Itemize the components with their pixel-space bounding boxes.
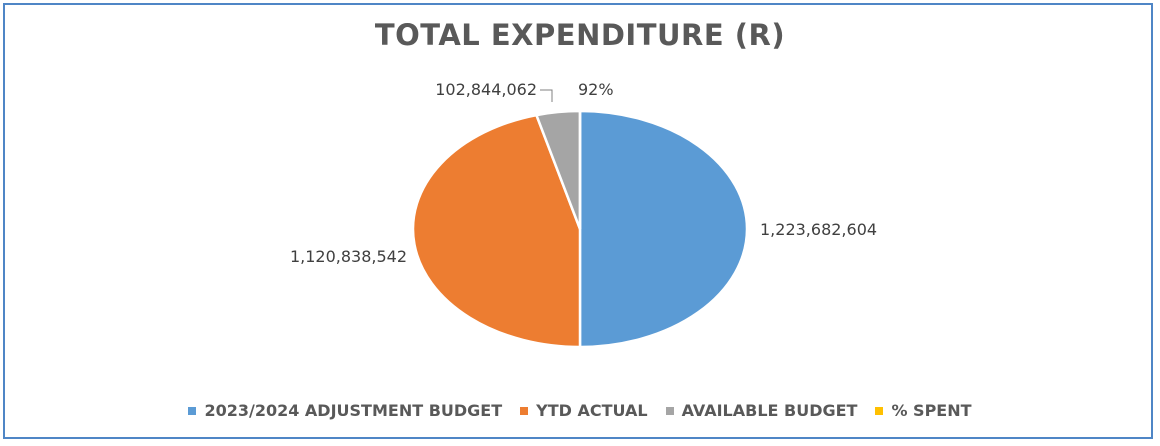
legend-item-3: AVAILABLE BUDGET — [665, 401, 858, 420]
pie-slice-2 — [411, 113, 582, 349]
legend-swatch-1 — [188, 406, 197, 415]
legend-item-2: YTD ACTUAL — [520, 401, 648, 420]
legend-label-2: YTD ACTUAL — [536, 401, 648, 420]
data-label-3: 102,844,062 — [435, 80, 537, 99]
data-label-2: 1,120,838,542 — [290, 247, 407, 266]
legend-swatch-4 — [875, 406, 884, 415]
legend-label-1: 2023/2024 ADJUSTMENT BUDGET — [204, 401, 503, 420]
leader-line — [540, 89, 553, 102]
data-label-1: 1,223,682,604 — [760, 220, 877, 239]
legend-label-3: AVAILABLE BUDGET — [681, 401, 858, 420]
data-label-4: 92% — [578, 80, 614, 99]
chart-legend: 2023/2024 ADJUSTMENT BUDGET YTD ACTUAL AVA… — [0, 401, 1160, 420]
legend-swatch-3 — [665, 406, 674, 415]
legend-item-1: 2023/2024 ADJUSTMENT BUDGET — [188, 401, 502, 420]
legend-label-4: % SPENT — [891, 401, 972, 420]
chart-title: TOTAL EXPENDITURE (R) — [374, 18, 786, 52]
legend-swatch-2 — [520, 406, 529, 415]
pie-slice-1 — [578, 109, 749, 349]
legend-item-4: % SPENT — [875, 401, 972, 420]
